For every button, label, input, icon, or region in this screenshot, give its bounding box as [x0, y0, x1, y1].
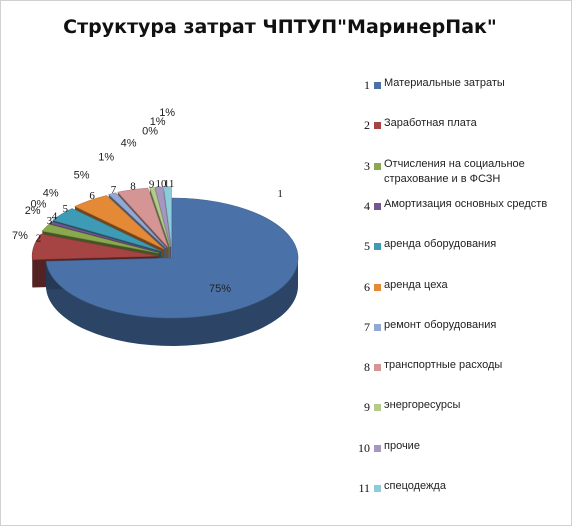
chart-title: Структура затрат ЧПТУП"МаринерПак": [63, 16, 497, 38]
data-label: 0%: [31, 199, 47, 211]
legend-swatch: [374, 202, 381, 210]
legend-number: 5: [364, 239, 370, 254]
legend-label: аренда цеха: [384, 278, 448, 291]
category-label: 1: [277, 188, 283, 200]
legend-item: 9 энергоресурсы: [346, 398, 570, 428]
pie-slice-top: [31, 233, 159, 260]
data-label: 0%: [142, 126, 158, 138]
legend-item: 7 ремонт оборудования: [346, 318, 570, 348]
legend-number: 6: [364, 279, 370, 294]
data-label: 5%: [74, 170, 90, 182]
pie-slice-top: [48, 221, 160, 253]
category-label: 7: [111, 184, 117, 196]
legend-swatch: [374, 323, 381, 331]
legend-item: 1 Материальные затраты: [346, 76, 570, 106]
pie-slice-top: [45, 197, 299, 319]
legend-swatch: [374, 162, 381, 170]
legend-label: Заработная плата: [384, 117, 477, 130]
legend-number: 8: [364, 360, 370, 375]
data-label: 1%: [98, 152, 114, 164]
legend-swatch: [374, 122, 381, 130]
legend-label: ремонт оборудования: [384, 318, 497, 331]
legend-label: энергоресурсы: [384, 399, 461, 412]
legend-item: 8 транспортные расходы: [346, 358, 570, 388]
legend-number: 1: [364, 78, 370, 92]
legend-number: 4: [364, 198, 370, 213]
legend-swatch: [374, 404, 381, 412]
legend-number: 9: [364, 400, 370, 415]
pie-slice-top: [163, 186, 172, 247]
legend-swatch: [374, 243, 381, 251]
pie-slice-top: [117, 187, 169, 248]
legend-swatch: [374, 485, 381, 492]
legend-label: аренда оборудования: [384, 238, 497, 251]
legend-swatch: [374, 82, 381, 89]
data-label: 1%: [159, 107, 175, 119]
legend-item: 6 аренда цеха: [346, 278, 570, 308]
legend-number: 10: [358, 440, 370, 455]
legend-item: 4 Амортизация основных средств: [346, 197, 570, 227]
category-label: 5: [63, 203, 69, 215]
pie-layer: [31, 186, 299, 346]
pie-slice-top: [52, 208, 162, 252]
category-label: 9: [149, 179, 155, 191]
legend-label: Амортизация основных средств: [384, 197, 548, 210]
legend-number: 2: [364, 118, 370, 133]
pie-slice-top: [149, 187, 171, 248]
data-label: 7%: [12, 230, 28, 242]
legend-number: 3: [364, 158, 370, 173]
category-label: 10: [156, 178, 168, 190]
legend-item: 3 Отчисления на социальное страхование и …: [346, 157, 570, 187]
label-layer: 75%17% 22%30%44%55%61%74%80%91%101%11: [12, 107, 283, 295]
data-label: 4%: [43, 188, 59, 200]
pie-slice-top: [41, 223, 160, 254]
legend-number: 11: [358, 481, 370, 495]
legend-swatch: [374, 364, 381, 372]
legend-item: 5 аренда оборудования: [346, 237, 570, 267]
category-label: 2: [36, 233, 42, 245]
legend-item: 11 спецодежда: [346, 479, 570, 509]
pie-slice-side: [46, 258, 299, 346]
data-label: 75%: [209, 283, 231, 295]
data-label: 1%: [150, 116, 166, 128]
data-label: 4%: [121, 138, 137, 150]
legend-item: 2 Заработная плата: [346, 116, 570, 146]
pie-slice-top: [154, 186, 171, 247]
category-label: 8: [130, 180, 136, 192]
pie-slice-top: [74, 195, 164, 250]
legend-label: Отчисления на социальное страхование и в…: [384, 157, 525, 185]
legend-number: 7: [364, 319, 370, 334]
pie-slice-1: [45, 197, 299, 346]
category-label: 11: [164, 178, 175, 190]
pie-slice-top: [108, 192, 167, 249]
category-label: 3: [47, 215, 53, 227]
legend-swatch: [374, 283, 381, 291]
legend-label: прочие: [384, 439, 420, 452]
legend-label: Материальные затраты: [384, 77, 505, 89]
data-label: 2%: [25, 205, 41, 217]
category-label: 6: [89, 190, 95, 202]
legend-swatch: [374, 444, 381, 452]
legend-item: 10 прочие: [346, 439, 570, 469]
legend-label: спецодежда: [384, 480, 446, 492]
category-label: 4: [52, 211, 58, 223]
legend-label: транспортные расходы: [384, 359, 503, 372]
